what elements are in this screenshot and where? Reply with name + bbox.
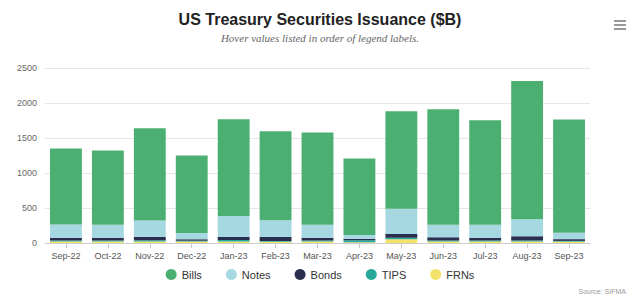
svg-text:1000: 1000 [17, 168, 37, 178]
svg-text:FRNs: FRNs [446, 269, 475, 281]
svg-text:Feb-23: Feb-23 [261, 251, 290, 261]
svg-text:1500: 1500 [17, 133, 37, 143]
svg-text:US Treasury Securities Issuanc: US Treasury Securities Issuance ($B) [179, 11, 462, 28]
svg-text:TIPS: TIPS [382, 269, 406, 281]
svg-text:Jan-23: Jan-23 [220, 251, 248, 261]
svg-text:0: 0 [32, 238, 37, 248]
svg-text:Sep-23: Sep-23 [555, 251, 584, 261]
svg-text:Apr-23: Apr-23 [346, 251, 373, 261]
svg-text:Jul-23: Jul-23 [473, 251, 498, 261]
svg-text:2000: 2000 [17, 98, 37, 108]
svg-text:Aug-23: Aug-23 [513, 251, 542, 261]
svg-text:Mar-23: Mar-23 [303, 251, 332, 261]
svg-text:Sep-22: Sep-22 [51, 251, 80, 261]
svg-text:500: 500 [22, 203, 37, 213]
svg-text:Notes: Notes [242, 269, 271, 281]
svg-text:Oct-22: Oct-22 [94, 251, 121, 261]
svg-text:Nov-22: Nov-22 [135, 251, 164, 261]
svg-text:2500: 2500 [17, 63, 37, 73]
svg-text:Bills: Bills [182, 269, 203, 281]
svg-text:Dec-22: Dec-22 [177, 251, 206, 261]
svg-text:Source: SIFMA: Source: SIFMA [579, 288, 627, 295]
svg-text:May-23: May-23 [386, 251, 416, 261]
svg-text:Bonds: Bonds [311, 269, 343, 281]
svg-text:Jun-23: Jun-23 [430, 251, 458, 261]
svg-text:Hover values listed in order o: Hover values listed in order of legend l… [220, 32, 419, 44]
